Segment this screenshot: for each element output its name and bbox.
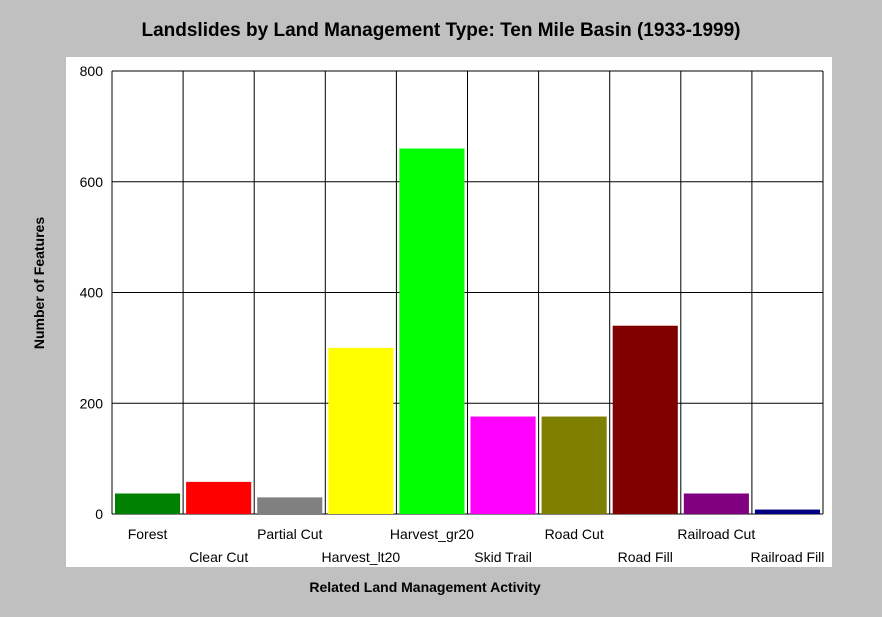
bar-skid-trail [470, 416, 536, 514]
x-tick-label: Harvest_gr20 [390, 526, 474, 542]
x-tick-label: Harvest_lt20 [322, 549, 401, 565]
x-tick-label: Road Cut [545, 526, 604, 542]
y-tick-label: 200 [80, 395, 104, 411]
x-tick-label: Road Fill [618, 549, 673, 565]
bar-road-fill [612, 325, 678, 514]
x-tick-label: Skid Trail [474, 549, 532, 565]
chart-title: Landslides by Land Management Type: Ten … [141, 20, 741, 41]
bar-harvest-gr20 [399, 148, 465, 514]
x-tick-label: Partial Cut [257, 526, 322, 542]
y-tick-label: 0 [95, 506, 103, 522]
bar-harvest-lt20 [328, 347, 394, 514]
x-tick-label: Clear Cut [189, 549, 248, 565]
y-tick-label: 800 [80, 63, 104, 79]
y-tick-label: 400 [80, 285, 104, 301]
bar-railroad-cut [683, 493, 749, 514]
x-tick-label: Forest [128, 526, 168, 542]
y-tick-label: 600 [80, 174, 104, 190]
bar-railroad-fill [754, 509, 820, 514]
x-axis-label: Related Land Management Activity [309, 579, 541, 595]
bar-clear-cut [186, 481, 252, 514]
bar-partial-cut [257, 497, 323, 514]
bar-road-cut [541, 416, 607, 514]
x-tick-label: Railroad Fill [750, 549, 824, 565]
x-tick-label: Railroad Cut [677, 526, 755, 542]
bar-forest [115, 493, 181, 514]
y-axis-label: Number of Features [31, 216, 47, 350]
